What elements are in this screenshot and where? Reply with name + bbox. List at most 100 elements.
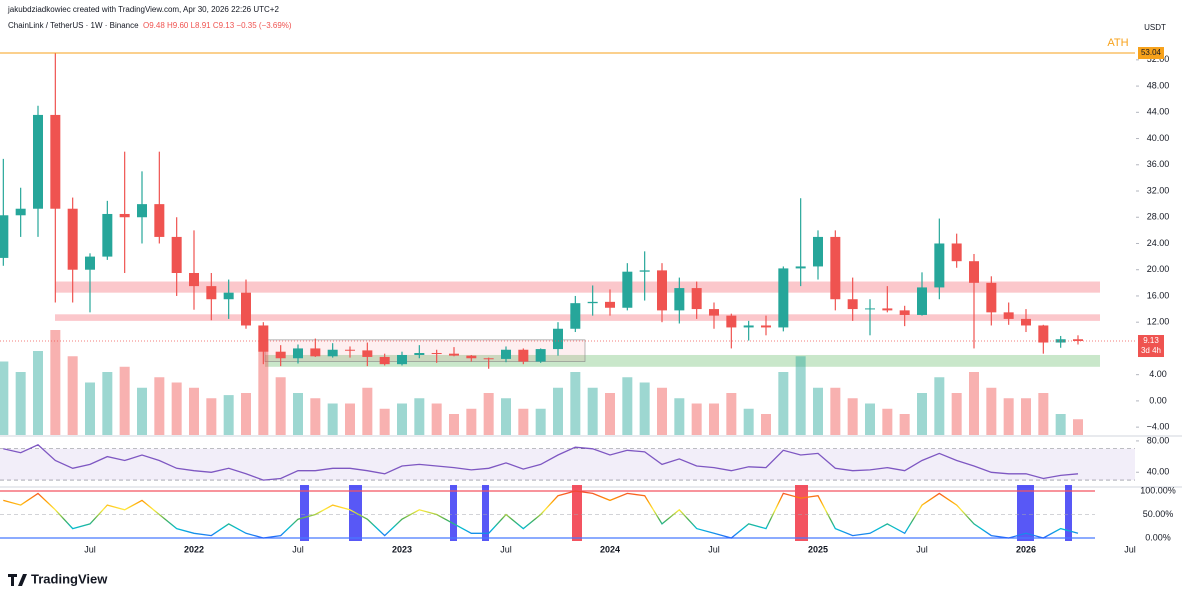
y-tick-label: 80.00 [1147,435,1170,445]
x-tick-label: 2025 [808,544,828,554]
x-tick-label: Jul [916,544,928,554]
volume-bar [934,377,945,435]
volume-bar [379,408,390,435]
signal-bar [795,485,808,541]
volume-bar [223,395,234,435]
candle-body [622,271,633,308]
volume-bar [622,377,633,435]
last-price-label: 9.13 [1143,336,1159,345]
currency: USDT [1144,23,1166,32]
y-tick-label: −4.00 [1147,422,1170,432]
y-tick-label: 40.00 [1147,467,1170,477]
volume-bar [605,393,615,435]
candle-body [674,288,685,311]
volume-bar [293,393,303,435]
y-tick-label: 40.00 [1147,133,1170,143]
volume-bar [743,408,754,435]
candle-body [345,349,355,351]
author-line: jakubdziadkowiec created with TradingVie… [7,5,279,14]
candle-body [362,350,373,357]
volume-bar [709,403,719,435]
y-tick-label: 52.00 [1147,54,1170,64]
candle-body [587,301,598,304]
y-tick-label: 28.00 [1147,212,1170,222]
candle-body [1021,318,1031,326]
candle-body [379,356,390,365]
volume-bar [587,387,598,435]
volume-bar [639,382,650,435]
indicator-line [3,490,1079,539]
volume-bar [761,414,771,435]
ath-badge [1138,47,1164,60]
indicator-line [3,444,1079,481]
volume-bar [189,387,199,435]
volume-bar [0,361,9,435]
candle-body [934,243,945,288]
signal-bar [572,485,582,541]
candle-body [691,288,702,310]
candle-body [449,353,459,356]
candle-body [85,256,95,270]
y-tick-label: 48.00 [1147,80,1170,90]
volume-bar [899,414,910,435]
y-tick-label: 100.00% [1140,485,1176,495]
candle-body [275,351,286,359]
ath-label: ATH [1107,37,1128,49]
volume-bar [449,414,459,435]
volume-bar [397,403,407,435]
volume-bar [1003,398,1014,435]
candle-body [102,213,113,257]
volume-bar [518,408,529,435]
candle-body [154,204,165,237]
candle-body [743,325,754,328]
volume-bar [171,382,182,435]
volume-bar [345,403,355,435]
candle-body [726,315,737,328]
candle-body [570,303,581,329]
candle-body [1055,339,1066,343]
signal-bar [1017,485,1034,541]
candle-body [137,204,147,218]
volume-bar [137,387,147,435]
volume-bar [154,377,165,435]
candle-body [761,325,771,328]
zone [265,354,1100,367]
volume-bar [691,403,702,435]
y-tick-label: 44.00 [1147,107,1170,117]
volume-bar [258,340,269,435]
last-price-badge [1138,335,1164,358]
volume-bar [674,398,685,435]
volume-bar [1021,398,1031,435]
zone [55,281,1100,293]
y-tick-label: 4.00 [1149,369,1167,379]
volume-bar [951,393,962,435]
candle-body [899,310,910,315]
candle-body [258,325,269,352]
volume-bar [1038,393,1049,435]
volume-bar [1073,419,1083,435]
rsi-band [0,448,1135,481]
candle-body [206,286,217,300]
candle-body [605,301,615,308]
candle-body [882,308,893,311]
candle-body [50,114,61,209]
candle-body [67,208,78,270]
volume-bar [657,387,667,435]
brand-name: TradingView [31,571,108,586]
candle-body [189,272,199,287]
volume-bar [275,377,286,435]
volume-bar [865,403,875,435]
candle-body [501,349,511,359]
volume-bar [535,408,546,435]
candle-body [119,213,130,218]
volume-bar [67,356,78,435]
candle-body [1003,312,1014,319]
y-tick-label: 32.00 [1147,185,1170,195]
volume-bar [553,387,563,435]
volume-bar [1055,414,1066,435]
x-tick-label: Jul [500,544,512,554]
candle-body [813,236,823,267]
candle-body [657,270,667,311]
